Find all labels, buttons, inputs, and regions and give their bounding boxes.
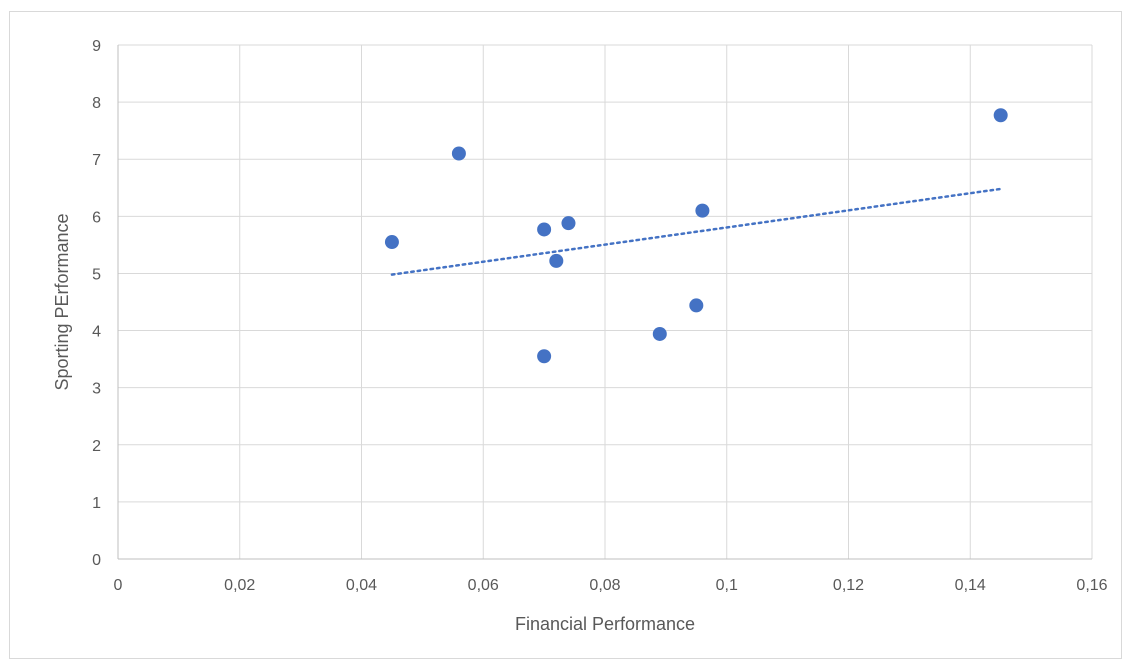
y-tick-label: 1 <box>92 495 101 512</box>
trendline-layer <box>390 187 1002 276</box>
y-tick-label: 8 <box>92 95 101 112</box>
data-point <box>652 326 667 341</box>
x-tick-label: 0,04 <box>346 577 377 594</box>
data-point <box>451 146 466 161</box>
x-tick-label: 0,16 <box>1076 577 1107 594</box>
y-axis-title: Sporting PErformance <box>52 213 72 390</box>
x-tick-label: 0,02 <box>224 577 255 594</box>
data-points <box>384 108 1008 364</box>
y-tick-label: 4 <box>92 324 101 341</box>
scatter-chart: 0 1 2 3 4 5 6 7 8 9 0 0,02 0,04 0,06 0,08 0,1 0,12 0,14 0,… <box>52 38 1108 634</box>
y-tick-label: 7 <box>92 152 101 169</box>
data-point <box>689 298 704 313</box>
x-tick-label: 0,06 <box>468 577 499 594</box>
y-tick-label: 0 <box>92 552 101 569</box>
y-tick-label: 5 <box>92 266 101 283</box>
x-tick-label: 0,14 <box>955 577 986 594</box>
x-tick-label: 0 <box>114 577 123 594</box>
y-tick-label: 3 <box>92 381 101 398</box>
axes <box>117 45 1092 560</box>
data-point <box>384 235 399 250</box>
x-axis-title: Financial Performance <box>515 614 695 634</box>
data-point <box>549 253 564 268</box>
y-tick-label: 6 <box>92 209 101 226</box>
data-point <box>537 222 552 237</box>
y-tick-label: 2 <box>92 438 101 455</box>
chart-frame: 0 1 2 3 4 5 6 7 8 9 0 0,02 0,04 0,06 0,08 0,1 0,12 0,14 0,… <box>9 11 1122 659</box>
grid-lines <box>118 44 1093 559</box>
y-tick-label: 9 <box>92 38 101 55</box>
data-point <box>561 216 576 231</box>
data-point <box>537 349 552 364</box>
x-tick-label: 0,1 <box>716 577 738 594</box>
data-point <box>695 203 710 218</box>
x-tick-label: 0,12 <box>833 577 864 594</box>
data-point <box>993 108 1008 123</box>
x-tick-label: 0,08 <box>589 577 620 594</box>
tick-labels: 0 1 2 3 4 5 6 7 8 9 0 0,02 0,04 0,06 0,08 0,1 0,12 0,14 0,… <box>92 38 1108 594</box>
trendline <box>390 187 1002 276</box>
